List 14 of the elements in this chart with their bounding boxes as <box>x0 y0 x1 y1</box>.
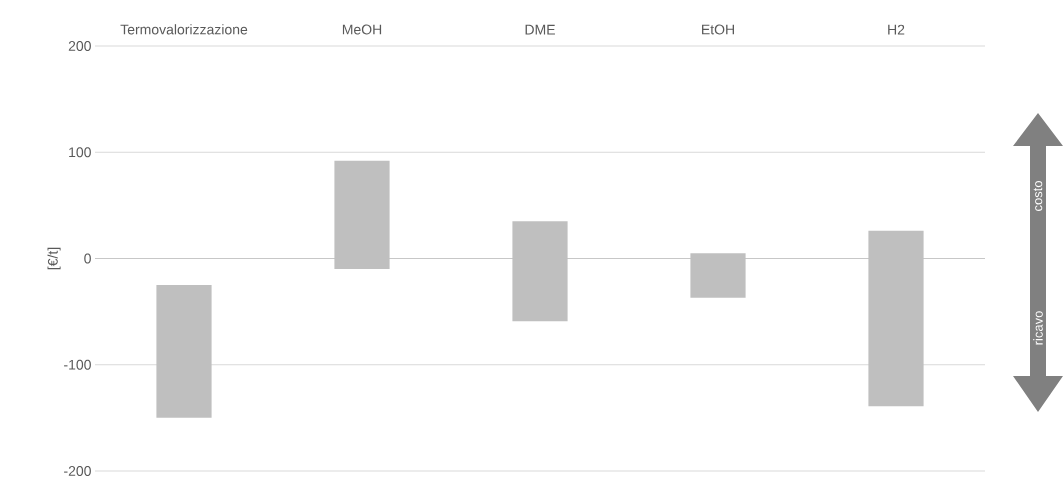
y-tick-label: -100 <box>64 359 91 370</box>
y-tick-label: -200 <box>64 466 91 476</box>
x-tick-label: EtOH <box>702 24 734 35</box>
x-tick-label: Termovalorizzazione <box>120 24 248 35</box>
y-axis-title: [€/t] <box>47 247 61 270</box>
x-tick-label: H2 <box>888 24 905 35</box>
y-tick-label: 200 <box>68 41 91 51</box>
x-tick-label: MeOH <box>342 24 382 35</box>
y-tick-label: 0 <box>84 253 91 264</box>
text: costo <box>1033 181 1043 211</box>
text: ricavo <box>1033 311 1043 345</box>
bar <box>156 285 212 418</box>
y-tick-label: 100 <box>69 147 91 158</box>
x-tick-label: DME <box>525 24 555 35</box>
